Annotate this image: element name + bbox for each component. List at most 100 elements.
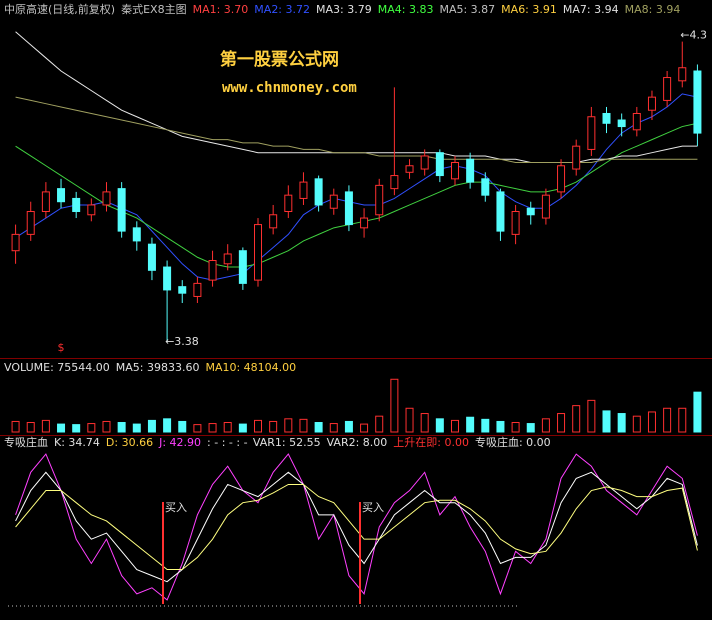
volume-bar — [117, 422, 126, 433]
volume-bar — [360, 423, 369, 433]
volume-bar — [632, 415, 641, 433]
candle-body — [314, 178, 323, 206]
signal-label: 买入 — [165, 501, 187, 514]
legend-item: MA6: 3.91 — [501, 3, 557, 16]
volume-bar — [87, 423, 96, 433]
volume-bar — [132, 423, 141, 433]
volume-bar — [481, 418, 490, 433]
legend-item: K: 34.74 — [54, 436, 100, 449]
candle-body — [375, 184, 384, 216]
volume-bar — [193, 424, 202, 433]
candle-body — [481, 178, 490, 196]
candle-body — [269, 214, 278, 229]
legend-item: MA2: 3.72 — [254, 3, 310, 16]
volume-bar — [420, 413, 429, 433]
candle-body — [572, 145, 581, 170]
legend-item: : - : - : - — [207, 436, 248, 449]
candle-body — [511, 211, 520, 235]
candle-body — [541, 194, 550, 219]
volume-bar — [511, 422, 520, 433]
volume-bar — [72, 424, 81, 433]
legend-item: 秦式EX8主图 — [121, 2, 186, 16]
volume-bar — [496, 420, 505, 433]
volume-bar — [526, 423, 535, 433]
candle-body — [284, 194, 293, 213]
candle-body — [496, 191, 505, 232]
volume-bar — [572, 405, 581, 433]
volume-bar — [375, 415, 384, 433]
volume-bar — [147, 419, 156, 433]
candle-body — [178, 286, 187, 294]
candle-body — [57, 188, 66, 203]
volume-bar — [390, 378, 399, 433]
volume-bar — [647, 411, 656, 433]
signal-label: 买入 — [362, 501, 384, 514]
candle-body — [693, 70, 702, 134]
legend-item: 中原高速(日线,前复权) — [4, 2, 115, 16]
legend-item: MA5: 39833.60 — [116, 361, 200, 374]
volume-bar — [587, 399, 596, 433]
candle-body — [238, 250, 247, 284]
legend-item: J: 42.90 — [158, 436, 201, 449]
candle-body — [163, 266, 172, 291]
candle-body — [678, 67, 687, 82]
legend-item: MA4: 3.83 — [378, 3, 434, 16]
volume-bar — [208, 423, 217, 433]
volume-bar — [238, 423, 247, 433]
candle-body — [132, 227, 141, 242]
candle-body — [72, 197, 81, 213]
candle-body — [117, 188, 126, 232]
candle-body — [466, 158, 475, 183]
volume-bar — [466, 416, 475, 433]
candle-body — [526, 207, 535, 216]
volume-bar — [435, 418, 444, 433]
candle-body — [329, 194, 338, 209]
volume-bar — [557, 413, 566, 433]
low-label: ←3.38 — [165, 335, 199, 348]
candle-body — [147, 243, 156, 271]
candle-body — [617, 119, 626, 128]
legend-item: 专吸庄血: 0.00 — [475, 435, 551, 449]
kdj-line — [15, 483, 698, 571]
legend-item: MA8: 3.94 — [625, 3, 681, 16]
candle-body — [587, 116, 596, 150]
kdj-line — [15, 453, 698, 601]
volume-bar — [314, 422, 323, 433]
volume-bar — [11, 420, 20, 433]
candle-body — [647, 96, 656, 111]
candle-body — [450, 161, 459, 180]
watermark-title: 第一股票公式网 — [220, 49, 339, 70]
candle-body — [360, 217, 369, 229]
volume-bar — [57, 423, 66, 433]
volume-bar — [541, 418, 550, 433]
candle-body — [41, 191, 50, 213]
volume-bar — [26, 422, 35, 433]
volume-bar — [102, 420, 111, 433]
volume-bar — [284, 418, 293, 433]
volume-bar — [693, 391, 702, 433]
legend-item: VAR1: 52.55 — [253, 436, 321, 449]
volume-bar — [405, 407, 414, 433]
legend-item: MA7: 3.94 — [563, 3, 619, 16]
legend: 专吸庄血 K: 34.74 D: 30.66 J: 42.90: - : - : - V… — [4, 435, 551, 449]
candle-body — [193, 282, 202, 297]
ma-line — [15, 96, 698, 163]
candle-body — [632, 112, 641, 131]
candle-body — [435, 152, 444, 177]
legend-item: MA1: 3.70 — [193, 3, 249, 16]
legend-item: MA3: 3.79 — [316, 3, 372, 16]
volume-bar — [450, 419, 459, 433]
volume-bar — [41, 419, 50, 433]
legend-item: MA10: 48104.00 — [205, 361, 296, 374]
candle-body — [344, 191, 353, 226]
candle-body — [390, 175, 399, 190]
legend-item: VAR2: 8.00 — [327, 436, 388, 449]
volume-bar — [344, 420, 353, 433]
watermark-url: www.chnmoney.com — [222, 80, 357, 96]
candle-body — [420, 155, 429, 170]
candle-body — [26, 211, 35, 235]
volume-bar — [223, 422, 232, 433]
